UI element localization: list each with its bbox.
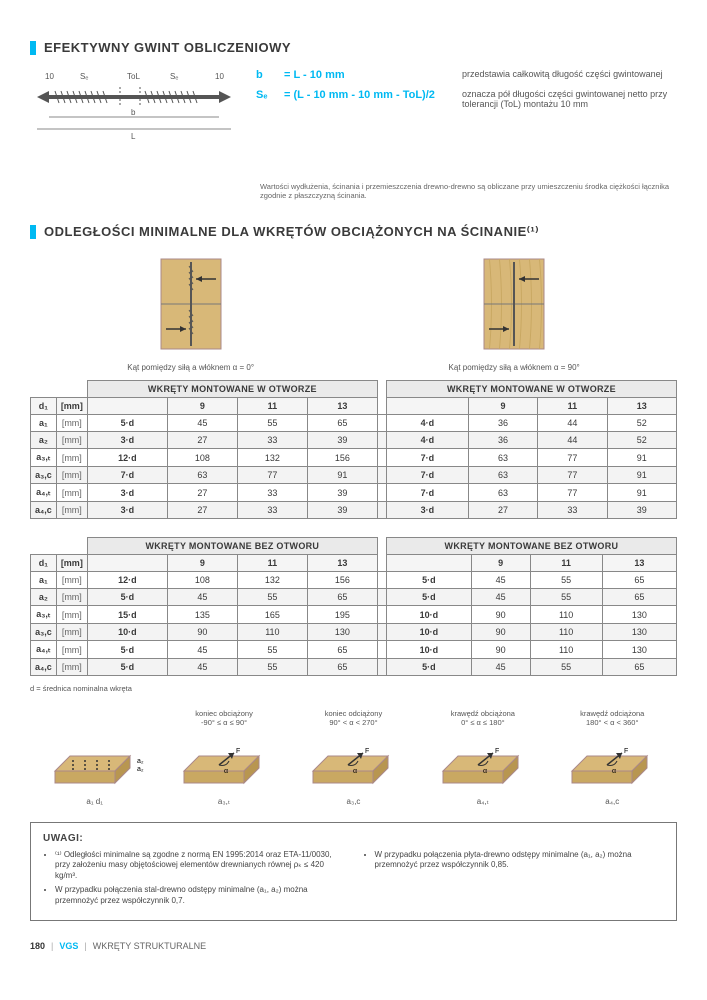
product-code: VGS bbox=[59, 941, 78, 951]
iso-sublabel: a₃,ₜ bbox=[174, 797, 274, 806]
iso-svg-icon: Fα bbox=[303, 731, 403, 794]
svg-text:10: 10 bbox=[45, 72, 54, 81]
svg-text:a₂: a₂ bbox=[137, 758, 144, 765]
svg-text:b: b bbox=[131, 108, 136, 117]
svg-text:ToL: ToL bbox=[127, 72, 140, 81]
footer-sep-icon: | bbox=[51, 941, 53, 951]
iso-caption bbox=[45, 709, 145, 727]
svg-text:α: α bbox=[483, 768, 487, 775]
section2-title-text: ODLEGŁOŚCI MINIMALNE DLA WKRĘTÓW OBCIĄŻO… bbox=[44, 224, 539, 240]
notes-box: UWAGI: ⁽¹⁾ Odległości minimalne są zgodn… bbox=[30, 822, 677, 921]
notes-title: UWAGI: bbox=[43, 833, 664, 844]
formula-eq: = L - 10 mm bbox=[284, 69, 454, 81]
category-name: WKRĘTY STRUKTURALNE bbox=[93, 941, 206, 951]
iso-caption: koniec obciążony-90° ≤ α ≤ 90° bbox=[174, 709, 274, 727]
notes-col-left: ⁽¹⁾ Odległości minimalne są zgodne z nor… bbox=[43, 850, 345, 910]
screw-diagram: 10 Sₑ ToL Sₑ 10 bbox=[30, 69, 240, 152]
page-number: 180 bbox=[30, 941, 45, 951]
svg-text:α: α bbox=[612, 768, 616, 775]
iso-svg-icon: Fα bbox=[562, 731, 662, 794]
distance-table-2: WKRĘTY MONTOWANE BEZ OTWORUWKRĘTY MONTOW… bbox=[30, 537, 677, 676]
distance-table-1: WKRĘTY MONTOWANE W OTWORZEWKRĘTY MONTOWA… bbox=[30, 380, 677, 519]
svg-text:F: F bbox=[236, 748, 240, 755]
svg-text:F: F bbox=[495, 748, 499, 755]
page-footer: 180 | VGS | WKRĘTY STRUKTURALNE bbox=[30, 941, 677, 951]
svg-text:α: α bbox=[224, 768, 228, 775]
iso-sublabel: a₄,c bbox=[562, 797, 662, 806]
iso-caption: koniec odciążony90° < α < 270° bbox=[303, 709, 403, 727]
svg-text:Sₑ: Sₑ bbox=[170, 72, 178, 81]
notes-col-right: W przypadku połączenia płyta-drewno odst… bbox=[363, 850, 665, 910]
formula-sym: Sₑ bbox=[256, 89, 276, 109]
iso-caption: krawędź obciążona0° ≤ α ≤ 180° bbox=[433, 709, 533, 727]
wood-block-90deg-icon bbox=[479, 254, 549, 354]
iso-svg-icon: Fα bbox=[433, 731, 533, 794]
svg-text:F: F bbox=[624, 748, 628, 755]
iso-item: krawędź obciążona0° ≤ α ≤ 180° Fα a₄,ₜ bbox=[433, 709, 533, 806]
formula-desc: przedstawia całkowitą długość części gwi… bbox=[462, 69, 677, 81]
iso-item: koniec obciążony-90° ≤ α ≤ 90° Fα a₃,ₜ bbox=[174, 709, 274, 806]
title-bar-icon bbox=[30, 41, 36, 55]
wood-caption-right: Kąt pomiędzy siłą a włóknem α = 90° bbox=[449, 363, 580, 372]
d-note: d = średnica nominalna wkręta bbox=[30, 684, 677, 693]
formulas: b = L - 10 mm przedstawia całkowitą dług… bbox=[256, 69, 677, 152]
screw-svg-icon: 10 Sₑ ToL Sₑ 10 bbox=[35, 69, 235, 149]
svg-text:a₂: a₂ bbox=[137, 766, 144, 773]
iso-svg-icon: a₂a₂ bbox=[45, 731, 145, 794]
svg-text:α: α bbox=[353, 768, 357, 775]
svg-text:L: L bbox=[131, 132, 136, 141]
iso-diagrams-row: a₂a₂ a₁ d₁ koniec obciążony-90° ≤ α ≤ 90° F… bbox=[30, 709, 677, 806]
svg-text:F: F bbox=[365, 748, 369, 755]
iso-svg-icon: Fα bbox=[174, 731, 274, 794]
svg-text:10: 10 bbox=[215, 72, 224, 81]
formula-sym: b bbox=[256, 69, 276, 81]
effective-thread-row: 10 Sₑ ToL Sₑ 10 bbox=[30, 69, 677, 152]
wood-block-0deg-icon bbox=[156, 254, 226, 354]
section1-title: EFEKTYWNY GWINT OBLICZENIOWY bbox=[30, 40, 677, 55]
notes-item: ⁽¹⁾ Odległości minimalne są zgodne z nor… bbox=[55, 850, 345, 881]
iso-caption: krawędź odciążona180° < α < 360° bbox=[562, 709, 662, 727]
iso-item: krawędź odciążona180° < α < 360° Fα a₄,c bbox=[562, 709, 662, 806]
iso-item: a₂a₂ a₁ d₁ bbox=[45, 709, 145, 806]
section1-note: Wartości wydłużenia, ścinania i przemies… bbox=[260, 182, 677, 200]
svg-text:Sₑ: Sₑ bbox=[80, 72, 88, 81]
formula-eq: = (L - 10 mm - 10 mm - ToL)/2 bbox=[284, 89, 454, 109]
wood-caption-left: Kąt pomiędzy siłą a włóknem α = 0° bbox=[127, 363, 254, 372]
footer-sep-icon: | bbox=[84, 941, 86, 951]
notes-item: W przypadku połączenia płyta-drewno odst… bbox=[375, 850, 665, 871]
iso-sublabel: a₃,c bbox=[303, 797, 403, 806]
iso-item: koniec odciążony90° < α < 270° Fα a₃,c bbox=[303, 709, 403, 806]
title-bar-icon bbox=[30, 225, 36, 239]
section2-title: ODLEGŁOŚCI MINIMALNE DLA WKRĘTÓW OBCIĄŻO… bbox=[30, 224, 677, 240]
iso-sublabel: a₄,ₜ bbox=[433, 797, 533, 806]
formula-desc: oznacza pół długości części gwintowanej … bbox=[462, 89, 677, 109]
notes-item: W przypadku połączenia stal-drewno odstę… bbox=[55, 885, 345, 906]
iso-sublabel: a₁ d₁ bbox=[45, 797, 145, 806]
section1-title-text: EFEKTYWNY GWINT OBLICZENIOWY bbox=[44, 40, 291, 55]
